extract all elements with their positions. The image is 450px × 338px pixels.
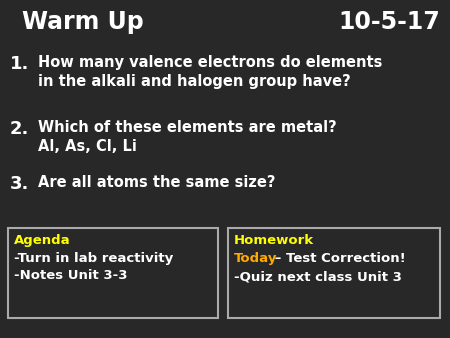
Text: -Turn in lab reactivity
-Notes Unit 3-3: -Turn in lab reactivity -Notes Unit 3-3: [14, 252, 173, 282]
Text: Today: Today: [234, 252, 277, 265]
Text: Homework: Homework: [234, 234, 314, 247]
Bar: [228, 228, 440, 318]
Text: -Quiz next class Unit 3: -Quiz next class Unit 3: [234, 270, 402, 283]
Text: – Test Correction!: – Test Correction!: [270, 252, 406, 265]
Text: Agenda: Agenda: [14, 234, 71, 247]
Text: 10-5-17: 10-5-17: [338, 10, 440, 34]
Bar: [8, 228, 218, 318]
Text: How many valence electrons do elements
in the alkali and halogen group have?: How many valence electrons do elements i…: [38, 55, 382, 89]
Text: Are all atoms the same size?: Are all atoms the same size?: [38, 175, 275, 190]
Text: Warm Up: Warm Up: [22, 10, 144, 34]
Text: Which of these elements are metal?
Al, As, Cl, Li: Which of these elements are metal? Al, A…: [38, 120, 337, 154]
Text: 1.: 1.: [10, 55, 29, 73]
Text: 3.: 3.: [10, 175, 29, 193]
Text: 2.: 2.: [10, 120, 29, 138]
